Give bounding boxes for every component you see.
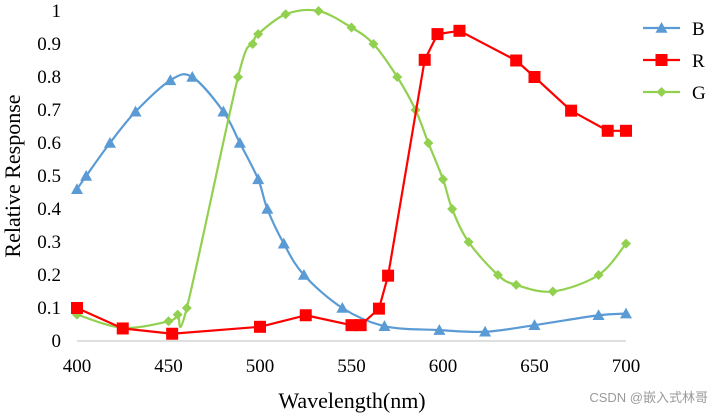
series-g-point [247,39,258,49]
series-layer [71,6,632,340]
series-g-point [492,270,503,280]
series-r-point [299,309,312,322]
series-b-point [479,325,492,337]
series-g-point [181,303,192,313]
series-g-point [346,22,357,33]
series-r-point [254,320,266,333]
series-g-point [463,237,474,247]
series-g-point [280,9,291,20]
series-g-point [392,72,403,82]
series-g-point [423,138,434,148]
series-r-point [354,319,367,332]
series-b-point [277,237,290,249]
series-r-point [510,54,523,67]
series-g [72,6,631,333]
series-b-point [186,71,199,82]
legend-marker [656,87,667,97]
x-tick-label: 600 [429,356,458,377]
series-b-point [71,183,83,194]
series-r-point [71,302,83,314]
series-b-point [164,74,177,86]
x-tick-label: 450 [154,356,183,377]
x-tick-label: 700 [612,356,641,377]
y-tick-label: 0.6 [37,133,61,154]
y-tick-label: 0.8 [37,67,61,88]
series-b-point [103,137,116,148]
series-r-point [431,28,444,41]
series-g-point [593,270,604,280]
series-b-point [261,203,274,214]
series-r-point [382,269,395,282]
legend: BRG [643,19,706,104]
chart-axes: 400 450 500 550 600 650 700 0 0.1 0.2 0.3 0.4 0.5 0.6… [37,1,640,377]
series-b-point [217,105,230,117]
series-r-point [620,124,632,137]
series-r-point [601,124,614,137]
series-b-point [129,105,142,117]
series-r-line [76,29,626,335]
x-tick-label: 550 [337,356,366,377]
series-b-point [80,170,93,181]
legend-item-g: G [643,83,706,104]
series-r-point [565,104,578,117]
series-b-point [233,137,246,148]
series-g-point [172,309,183,320]
legend-label: R [692,51,705,72]
series-g-point [253,29,264,40]
legend-item-r: R [643,51,705,72]
series-b-point [378,320,391,331]
series-b [71,71,632,337]
y-tick-label: 0.1 [37,298,61,319]
legend-label: B [692,19,705,40]
series-r-point [372,302,385,315]
x-tick-label: 500 [246,356,275,377]
series-g-point [313,6,324,16]
legend-item-b: B [643,19,705,40]
series-g-point [547,286,558,297]
series-r-point [166,327,179,340]
y-tick-label: 0.9 [37,34,61,55]
series-b-point [297,269,310,280]
series-r-point [116,322,129,335]
y-tick-label: 0.7 [37,100,61,121]
series-r-point [453,24,466,37]
watermark: CSDN @嵌入式林哥 [589,390,708,405]
series-g-line [76,8,627,330]
series-b-line [76,73,627,334]
legend-marker [655,54,668,66]
x-tick-label: 650 [520,356,549,377]
y-tick-label: 0.3 [37,232,61,253]
y-tick-label: 0.2 [37,265,61,286]
series-r [71,24,632,340]
series-b-point [433,324,446,335]
y-tick-label: 0 [52,331,62,352]
x-tick-label: 400 [63,356,92,377]
series-r-point [345,319,358,332]
series-g-point [233,72,244,82]
legend-marker [655,22,668,33]
series-r-point [528,71,541,83]
y-axis-title: Relative Response [0,94,25,257]
series-r-point [418,53,431,66]
series-g-point [368,39,379,49]
legend-label: G [692,83,706,104]
series-g-point [621,238,631,249]
y-tick-label: 0.5 [37,166,61,187]
series-g-point [447,204,458,214]
series-g-point [438,174,448,185]
series-g-point [163,316,174,327]
series-g-point [511,279,522,290]
series-b-point [336,302,349,313]
series-b-point [528,319,541,330]
y-tick-label: 1 [52,1,62,22]
series-b-point [592,309,605,321]
x-axis-title: Wavelength(nm) [278,388,425,413]
series-b-point [252,173,265,185]
series-b-point [620,307,632,319]
y-tick-label: 0.4 [37,199,61,220]
